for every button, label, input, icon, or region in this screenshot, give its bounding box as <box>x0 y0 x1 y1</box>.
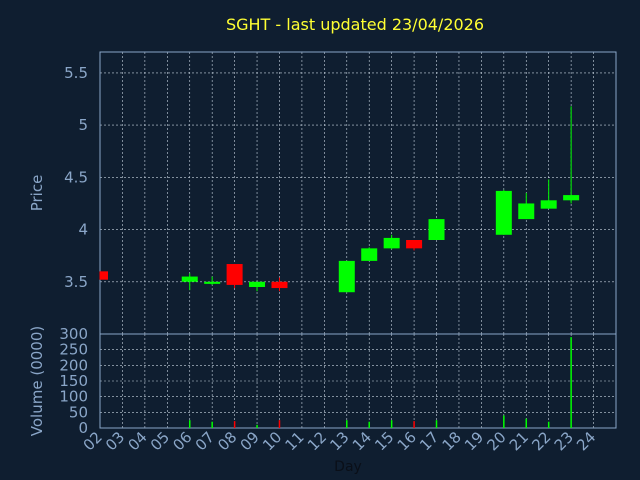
volume-bar <box>390 420 393 428</box>
volume-bar <box>188 420 191 428</box>
candle <box>383 234 400 250</box>
candle-body <box>338 260 355 293</box>
price-tick-label: 4 <box>78 221 88 239</box>
candle <box>249 281 266 292</box>
candle <box>361 247 378 261</box>
volume-tick-label: 250 <box>59 341 88 359</box>
volume-tick-label: 50 <box>69 403 88 421</box>
candle-body <box>428 219 445 240</box>
candle <box>495 189 512 235</box>
candle-body <box>100 271 108 280</box>
candle-body <box>249 281 266 287</box>
candle <box>406 240 423 251</box>
volume-bars <box>188 337 572 428</box>
volume-bar <box>413 421 415 428</box>
candle-body <box>226 264 243 285</box>
volume-bar <box>570 337 572 428</box>
volume-tick-label: 300 <box>59 325 88 343</box>
volume-grid <box>100 334 616 428</box>
price-tick-label: 5.5 <box>64 64 88 82</box>
candle <box>428 219 445 240</box>
volume-bar <box>368 421 370 428</box>
volume-tick-label: 150 <box>59 372 88 390</box>
volume-bar <box>211 421 213 428</box>
candle-body <box>540 200 557 209</box>
volume-bar <box>503 415 505 428</box>
candle-body <box>495 190 512 235</box>
volume-axis-label: Volume (0000) <box>28 326 46 436</box>
volume-bar <box>256 424 258 428</box>
candle <box>204 276 221 285</box>
volume-tick-label: 200 <box>59 356 88 374</box>
candle-body <box>406 240 423 249</box>
volume-tick-label: 100 <box>59 388 88 406</box>
candle-body <box>383 237 400 249</box>
x-tick-labels: 0203040506070809101112131415161718192021… <box>80 428 600 454</box>
candles <box>99 106 580 293</box>
price-tick-label: 4.5 <box>64 168 88 186</box>
volume-bar <box>435 420 438 428</box>
volume-bar <box>233 421 236 428</box>
volume-tick-label: 0 <box>78 419 88 437</box>
volume-bar <box>525 418 528 428</box>
price-tick-label: 3.5 <box>64 273 88 291</box>
candle-body <box>361 248 378 261</box>
volume-frame <box>99 333 617 429</box>
candle-body <box>271 281 288 289</box>
price-tick-label: 5 <box>78 116 88 134</box>
candle-body <box>204 281 221 284</box>
candle <box>563 106 580 204</box>
volume-bar <box>278 420 281 428</box>
volume-bar <box>547 421 550 428</box>
price-axis-label: Price <box>28 175 46 212</box>
candle-body <box>518 203 535 220</box>
volume-bar <box>346 420 348 428</box>
candle-body <box>563 195 580 201</box>
candle <box>271 277 288 292</box>
x-axis-label: Day <box>334 459 362 475</box>
candle <box>181 273 198 291</box>
chart-title: SGHT - last updated 23/04/2026 <box>226 15 484 34</box>
candle <box>540 179 557 209</box>
candle <box>338 260 355 293</box>
candle <box>518 193 535 220</box>
candle <box>99 271 108 280</box>
price-y-ticks: 3.5 4 4.5 5 5.5 <box>64 64 88 291</box>
candle-body <box>181 276 198 282</box>
candle <box>226 264 243 289</box>
